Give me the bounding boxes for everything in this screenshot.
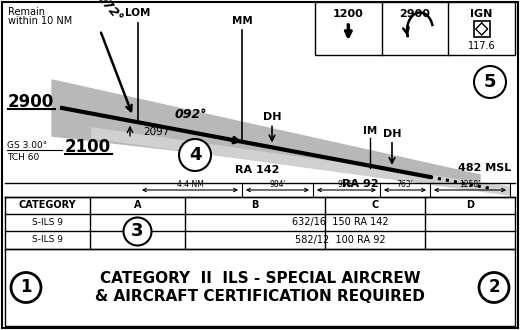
Text: 763’: 763’ [397, 180, 413, 189]
Text: 5: 5 [484, 73, 496, 91]
Circle shape [124, 217, 151, 246]
Text: IM: IM [363, 126, 377, 136]
Text: 092°: 092° [175, 108, 207, 121]
Text: 632/16  150 RA 142: 632/16 150 RA 142 [292, 217, 388, 227]
Polygon shape [52, 80, 480, 185]
Text: 272°: 272° [95, 0, 126, 25]
Text: CATEGORY  II  ILS - SPECIAL AIRCREW: CATEGORY II ILS - SPECIAL AIRCREW [100, 271, 420, 286]
Bar [474, 21, 490, 37]
Text: D: D [466, 201, 474, 211]
Text: 984’: 984’ [269, 180, 286, 189]
Text: Remain: Remain [8, 7, 45, 17]
Text: IGN: IGN [471, 9, 493, 19]
Circle shape [479, 273, 509, 303]
Text: 1: 1 [20, 279, 32, 296]
Text: B: B [251, 201, 258, 211]
Text: TCH 60: TCH 60 [7, 152, 39, 161]
Text: 2100: 2100 [65, 138, 111, 156]
Text: RA 92: RA 92 [342, 179, 379, 189]
Circle shape [179, 139, 211, 171]
Text: 117.6: 117.6 [468, 41, 496, 51]
Text: & AIRCRAFT CERTIFICATION REQUIRED: & AIRCRAFT CERTIFICATION REQUIRED [95, 289, 425, 304]
Text: C: C [371, 201, 379, 211]
Text: 582/12  100 RA 92: 582/12 100 RA 92 [295, 235, 385, 245]
Text: MM: MM [231, 16, 252, 26]
Text: S-ILS 9: S-ILS 9 [32, 218, 63, 227]
Circle shape [474, 66, 506, 98]
Text: 4: 4 [189, 146, 201, 164]
Text: 2097: 2097 [143, 127, 170, 137]
Text: within 10 NM: within 10 NM [8, 16, 72, 26]
Bar [5, 249, 515, 326]
Text: 1258’: 1258’ [459, 180, 481, 189]
Text: 3: 3 [131, 222, 144, 241]
Text: 2900: 2900 [399, 9, 431, 19]
Text: 2: 2 [488, 279, 500, 296]
Text: 1200: 1200 [333, 9, 363, 19]
Text: 4.4 NM: 4.4 NM [177, 180, 203, 189]
Text: DH: DH [383, 129, 401, 139]
Text: S-ILS 9: S-ILS 9 [32, 236, 63, 245]
Text: 2900: 2900 [8, 93, 54, 111]
Text: 954’: 954’ [338, 180, 355, 189]
Text: CATEGORY: CATEGORY [19, 201, 76, 211]
Bar [315, 2, 515, 55]
Text: LOM: LOM [125, 8, 151, 18]
Text: GS 3.00°: GS 3.00° [7, 141, 47, 149]
Text: A: A [134, 201, 141, 211]
Text: RA 142: RA 142 [235, 165, 279, 175]
Text: 482 MSL: 482 MSL [458, 163, 512, 173]
Circle shape [11, 273, 41, 303]
Polygon shape [92, 128, 510, 195]
Text: DH: DH [263, 113, 281, 122]
